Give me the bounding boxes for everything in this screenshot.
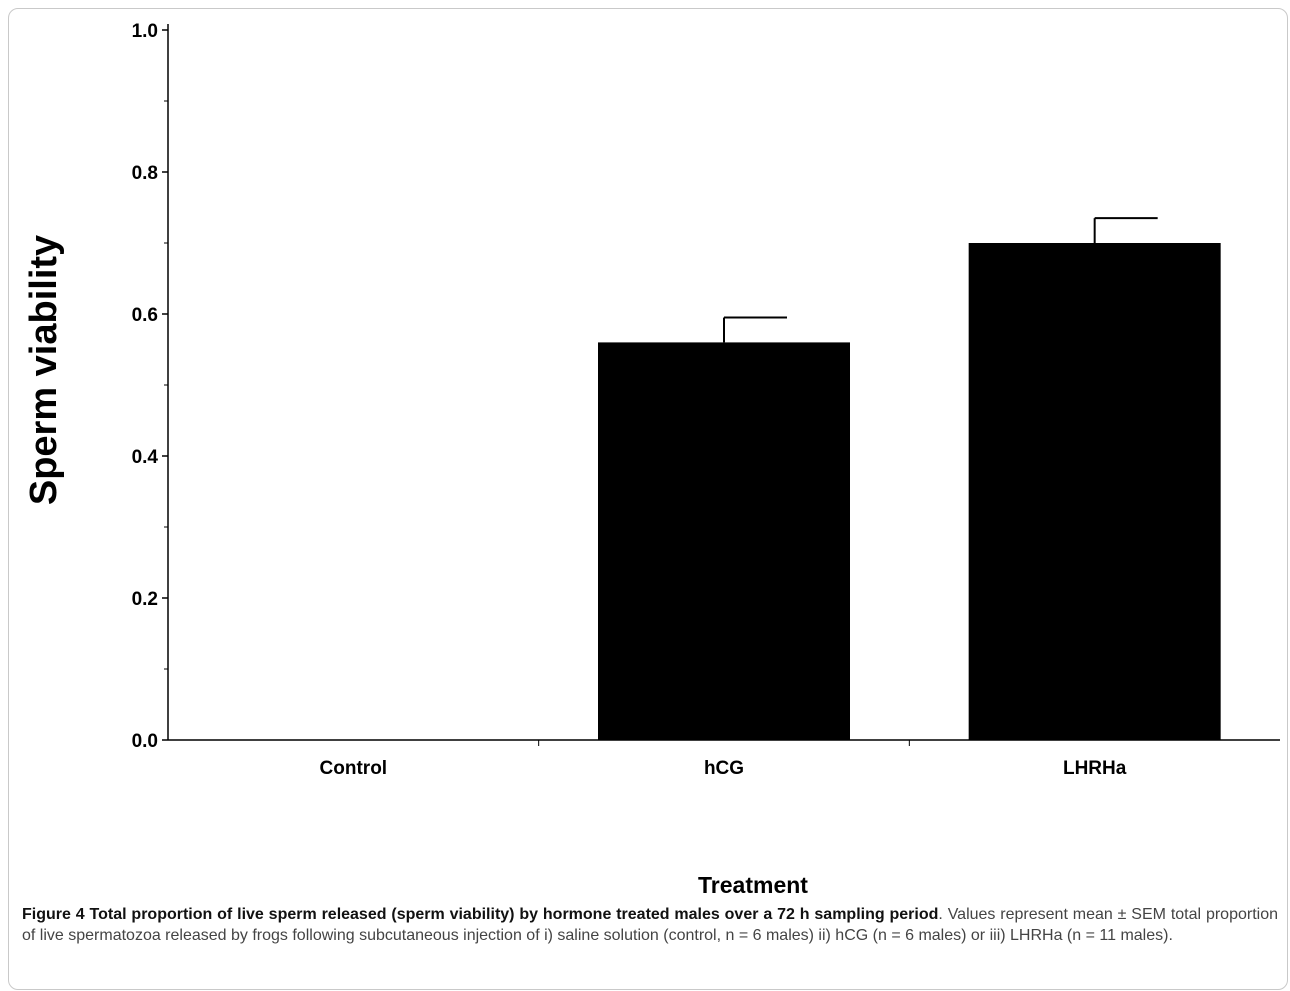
caption-body: . Values represent mean ± SEM total prop… — [22, 906, 1278, 944]
error-bars — [723, 217, 1158, 343]
y-tick-label: 0.8 — [132, 163, 158, 184]
y-tick-label: 0.6 — [132, 305, 158, 326]
y-tick-label: 0.0 — [132, 731, 158, 752]
x-tick-label: Control — [320, 758, 388, 779]
bars — [598, 243, 1221, 740]
y-axis-title: Sperm viability — [23, 235, 65, 505]
figure-caption: Figure 4 Total proportion of live sperm … — [22, 904, 1278, 946]
x-tick-label: hCG — [704, 758, 744, 779]
bar — [968, 243, 1221, 740]
y-tick-label: 0.2 — [132, 589, 158, 610]
bar-chart: 0.0 0.2 0.4 0.6 0.8 1.0 Control hCG LHRHa Sperm… — [23, 21, 1280, 898]
bar — [598, 342, 850, 740]
x-tick-label: LHRHa — [1063, 758, 1127, 779]
y-tick-label: 0.4 — [132, 447, 159, 468]
caption-title: Figure 4 Total proportion of live sperm … — [22, 906, 939, 923]
y-tick-label: 1.0 — [132, 21, 158, 42]
y-axis-ticks: 0.0 0.2 0.4 0.6 0.8 1.0 — [132, 21, 168, 752]
x-axis-title: Treatment — [698, 872, 808, 898]
x-axis-ticks: Control hCG LHRHa — [320, 740, 1127, 779]
